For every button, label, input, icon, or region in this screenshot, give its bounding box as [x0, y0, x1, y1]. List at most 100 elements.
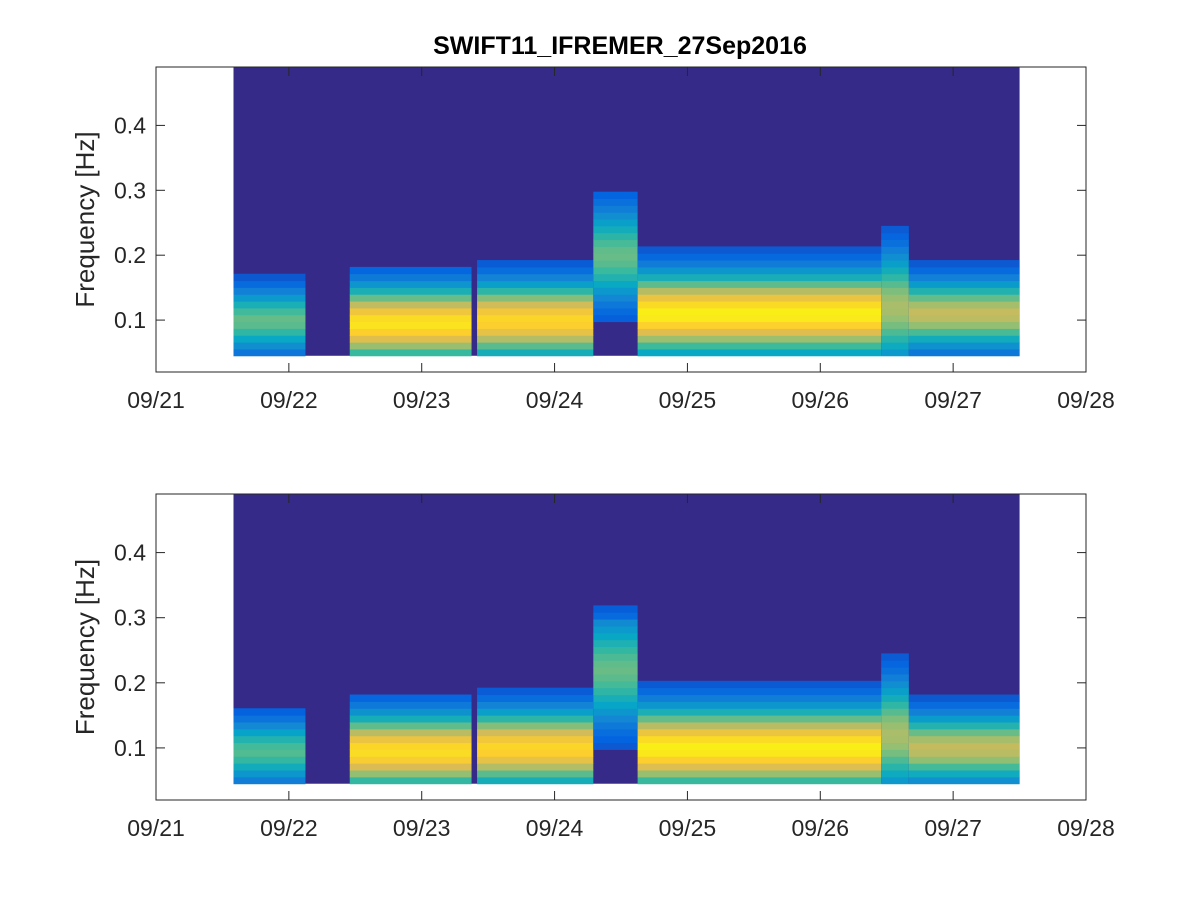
axes-frame: [155, 66, 1087, 373]
energy-cell: [233, 287, 306, 295]
x-tick-label: 09/25: [659, 815, 717, 841]
energy-segment: [233, 708, 306, 785]
y-tick-label: 0.3: [114, 605, 146, 631]
energy-cell: [477, 694, 594, 702]
energy-cell: [477, 307, 594, 316]
x-tick-label: 09/25: [659, 387, 717, 413]
energy-cell: [881, 335, 909, 343]
energy-cell: [637, 742, 882, 750]
energy-cell: [637, 314, 882, 323]
energy-cell: [881, 673, 909, 682]
energy-cell: [881, 770, 909, 778]
energy-cell: [233, 321, 306, 329]
energy-cell: [477, 756, 594, 764]
energy-cell: [908, 701, 1020, 709]
energy-cell: [881, 763, 909, 771]
energy-cell: [233, 776, 306, 785]
energy-cell: [881, 253, 909, 261]
energy-cell: [233, 328, 306, 336]
energy-cell: [233, 708, 306, 716]
energy-cell: [908, 715, 1020, 723]
energy-cell: [881, 314, 909, 323]
energy-cell: [593, 625, 638, 634]
energy-cell: [233, 721, 306, 730]
energy-cell: [881, 273, 909, 282]
energy-cell: [477, 687, 594, 696]
energy-cell: [349, 328, 472, 336]
energy-cell: [593, 301, 638, 309]
energy-cell: [881, 246, 909, 254]
energy-cell: [593, 225, 638, 234]
energy-cell: [593, 212, 638, 220]
energy-cell: [593, 205, 638, 213]
energy-cell: [637, 735, 882, 744]
energy-cell: [908, 273, 1020, 282]
energy-segment: [233, 273, 306, 357]
energy-cell: [908, 321, 1020, 329]
energy-cell: [233, 294, 306, 302]
energy-cell: [881, 667, 909, 675]
energy-cell: [349, 280, 472, 288]
energy-segment: [637, 680, 882, 785]
bottom-spectrogram-panel: 09/21 09/22 09/23 09/24 09/25 09/26 09/27 09/28…: [70, 493, 1115, 841]
energy-cell: [881, 721, 909, 730]
energy-cell: [477, 342, 594, 350]
energy-cell: [881, 328, 909, 336]
y-axis-label: Frequency [Hz]: [70, 559, 100, 735]
x-tick-label: 09/27: [924, 815, 982, 841]
energy-cell: [477, 301, 594, 309]
energy-cell: [593, 708, 638, 716]
energy-cell: [593, 728, 638, 737]
energy-cell: [477, 708, 594, 716]
energy-cell: [593, 260, 638, 268]
energy-cell: [349, 776, 472, 785]
energy-cell: [881, 756, 909, 764]
energy-cell: [908, 708, 1020, 716]
x-tick-label: 09/26: [792, 387, 850, 413]
energy-cell: [233, 728, 306, 737]
energy-cell: [637, 321, 882, 329]
energy-segment: [349, 694, 472, 785]
energy-cell: [637, 294, 882, 302]
energy-cell: [908, 314, 1020, 323]
energy-segment: [881, 225, 909, 357]
y-tick-label: 0.3: [114, 177, 146, 203]
energy-cell: [593, 612, 638, 620]
y-tick-label: 0.1: [114, 735, 146, 761]
energy-cell: [881, 742, 909, 750]
energy-cell: [881, 280, 909, 288]
energy-cell: [233, 335, 306, 343]
energy-cell: [349, 335, 472, 343]
energy-cell: [349, 301, 472, 309]
energy-segment: [477, 260, 594, 357]
energy-cell: [349, 721, 472, 730]
energy-cell: [637, 307, 882, 316]
energy-cell: [233, 348, 306, 357]
energy-cell: [908, 756, 1020, 764]
energy-cell: [637, 749, 882, 757]
energy-cell: [637, 715, 882, 723]
energy-cell: [233, 735, 306, 744]
energy-cell: [233, 763, 306, 771]
energy-cell: [233, 715, 306, 723]
energy-cell: [349, 708, 472, 716]
energy-cell: [908, 266, 1020, 275]
energy-cell: [233, 307, 306, 316]
energy-cell: [593, 660, 638, 668]
x-tick-label: 09/23: [393, 815, 451, 841]
x-tick-label: 09/28: [1057, 387, 1115, 413]
energy-cell: [908, 728, 1020, 737]
energy-cell: [593, 266, 638, 275]
energy-cell: [908, 260, 1020, 268]
energy-cell: [908, 280, 1020, 288]
energy-cell: [908, 763, 1020, 771]
energy-cell: [908, 307, 1020, 316]
top-spectrogram-panel: 09/21 09/22 09/23 09/24 09/25 09/26 09/27 09/28…: [70, 66, 1115, 413]
energy-cell: [637, 721, 882, 730]
energy-cell: [349, 735, 472, 744]
energy-cell: [349, 273, 472, 282]
x-tick-label: 09/23: [393, 387, 451, 413]
energy-cell: [477, 287, 594, 295]
energy-cell: [593, 198, 638, 206]
x-tick-label: 09/22: [260, 387, 318, 413]
